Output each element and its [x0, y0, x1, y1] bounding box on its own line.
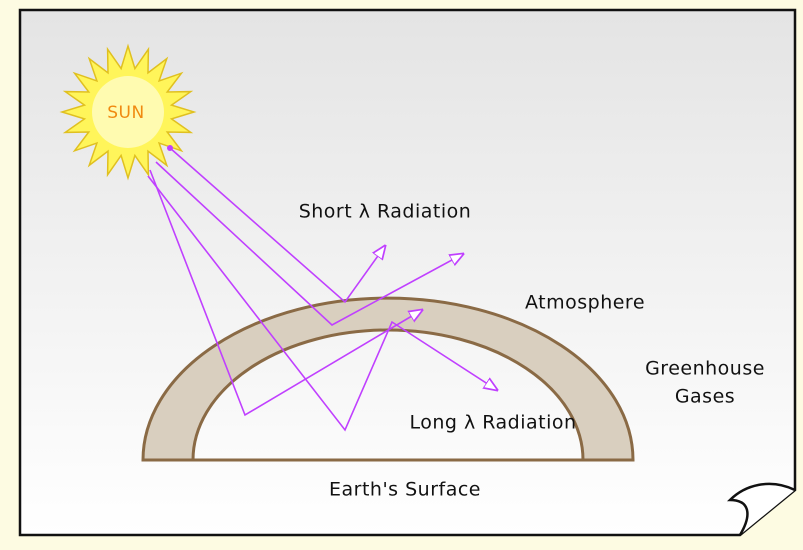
sun-core [92, 76, 164, 148]
long-radiation-label: Long λ Radiation [409, 412, 576, 434]
ray [147, 175, 497, 432]
surface-label: Earth's Surface [329, 479, 481, 501]
atmosphere-label: Atmosphere [525, 292, 645, 314]
ray [155, 161, 463, 326]
greenhouse-label: Gases [675, 386, 735, 408]
ray [149, 169, 422, 417]
ray [169, 147, 385, 304]
short-radiation-label: Short λ Radiation [299, 201, 472, 223]
page-curl [726, 482, 796, 536]
ray-origin [167, 145, 173, 151]
sun-label: SUN [107, 103, 144, 123]
greenhouse-label: Greenhouse [645, 358, 765, 380]
atmosphere-layer [141, 296, 635, 462]
